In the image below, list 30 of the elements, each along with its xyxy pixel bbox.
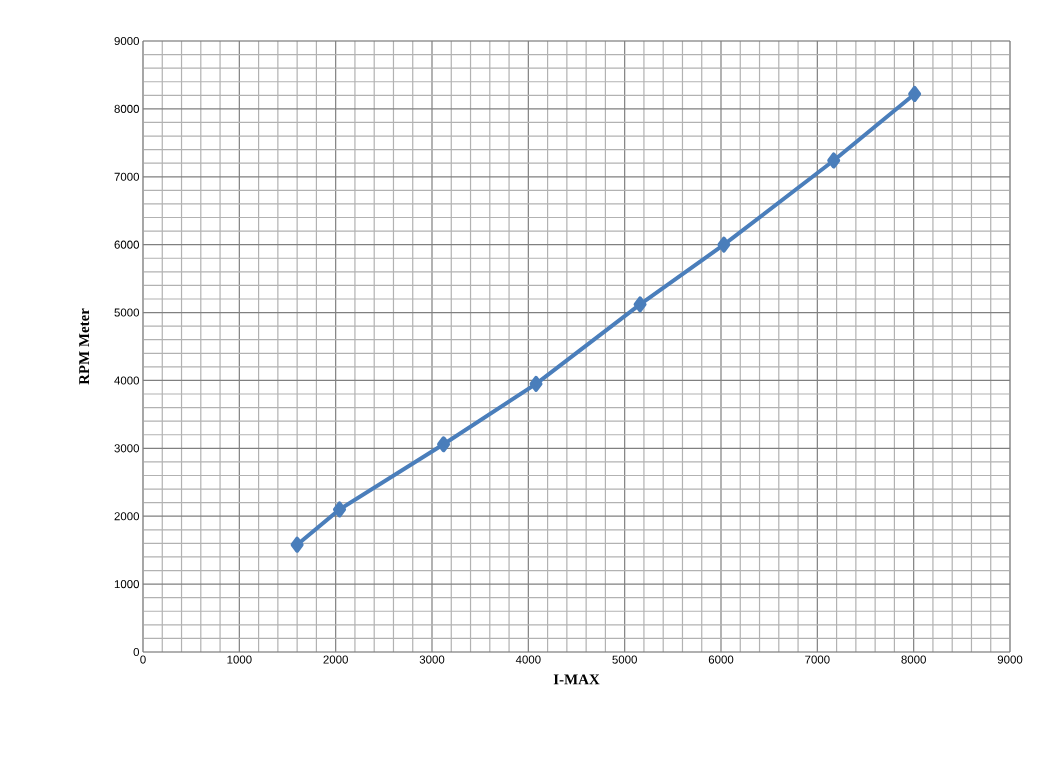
x-tick-label: 4000 <box>515 655 541 664</box>
y-tick-label: 5000 <box>114 308 140 317</box>
y-tick-label: 7000 <box>114 172 140 181</box>
point <box>908 85 922 102</box>
point <box>529 375 543 392</box>
y-axis-title: RPM Meter <box>79 308 90 385</box>
y-tick-label: 6000 <box>114 240 140 249</box>
x-tick-label: 6000 <box>708 655 734 664</box>
x-tick-label: 8000 <box>901 655 926 664</box>
y-tick-label: 0 <box>133 647 140 657</box>
x-tick-label: 9000 <box>997 655 1023 664</box>
x-tick-label: 1000 <box>227 655 252 664</box>
y-tick-label: 4000 <box>114 376 140 385</box>
x-tick-label: 0 <box>140 655 146 664</box>
x-tick-label: 2000 <box>323 655 348 664</box>
point <box>290 536 304 553</box>
point <box>633 296 647 313</box>
y-tick-label: 2000 <box>114 512 140 521</box>
y-tick-label: 3000 <box>114 444 140 453</box>
x-tick-label: 5000 <box>612 655 637 664</box>
x-tick-label: 3000 <box>419 655 445 664</box>
x-axis-title: I-MAX <box>553 674 600 685</box>
point <box>437 436 451 453</box>
x-tick-label: 7000 <box>805 655 830 664</box>
y-tick-label: 9000 <box>114 36 140 46</box>
point <box>827 152 841 169</box>
y-tick-label: 1000 <box>114 580 140 589</box>
y-tick-label: 8000 <box>114 104 140 113</box>
point <box>333 501 347 518</box>
point <box>717 236 731 253</box>
